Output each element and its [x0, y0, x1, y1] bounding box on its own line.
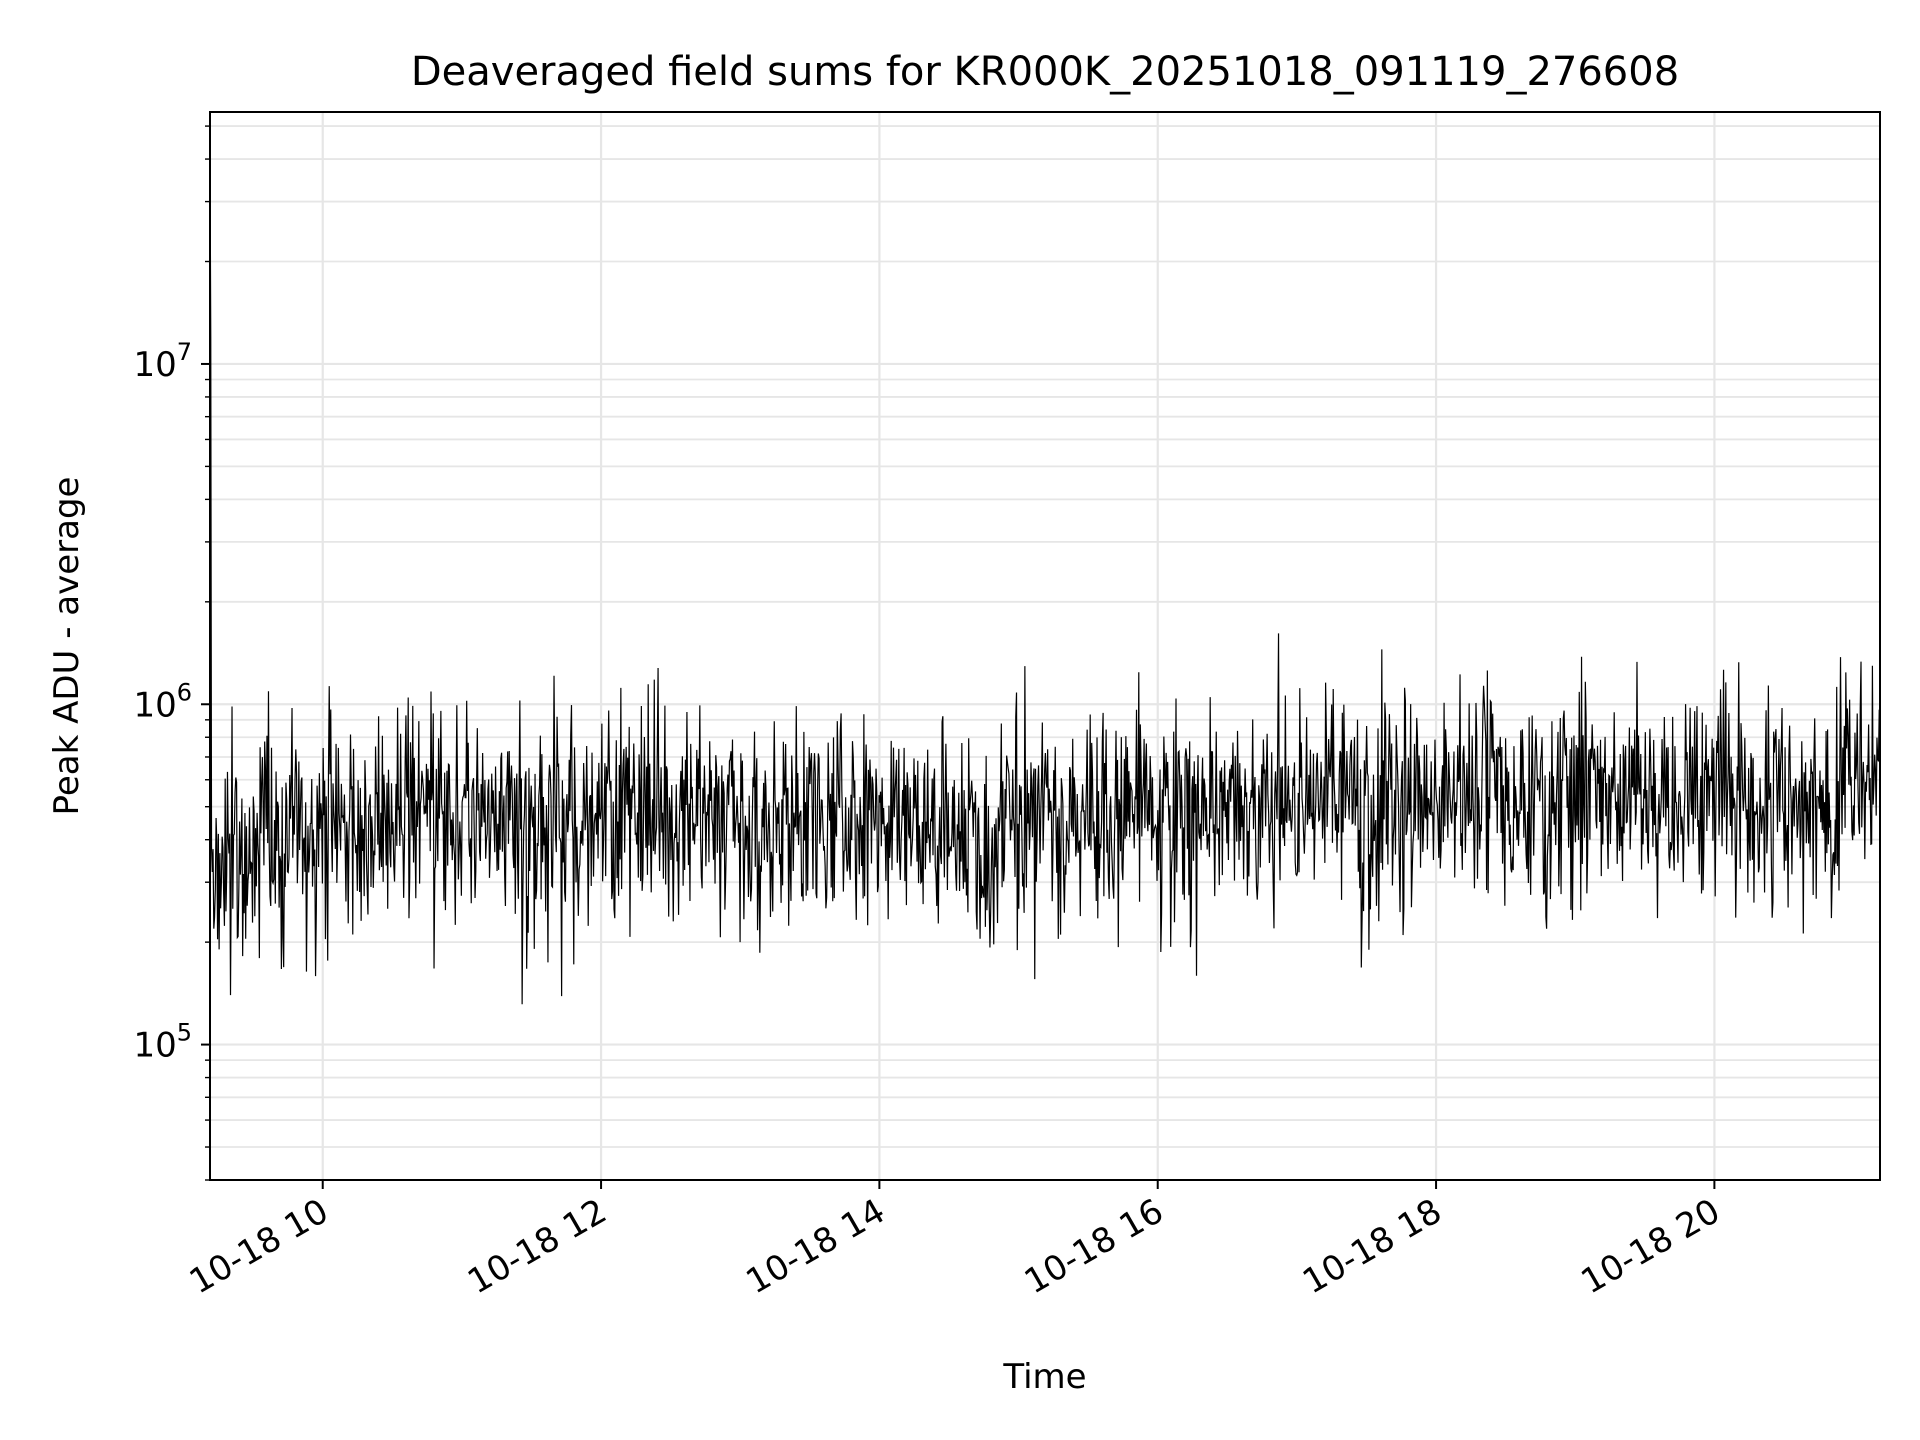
plot-area-frame: [209, 111, 1881, 1181]
y-tick-label-exponent: 6: [177, 678, 192, 706]
x-axis-label: Time: [1002, 1357, 1086, 1397]
y-tick-label-exponent: 7: [177, 338, 192, 366]
y-tick-label: 105: [133, 1019, 192, 1066]
y-axis-label: Peak ADU - average: [47, 477, 87, 816]
y-tick-label-exponent: 5: [177, 1019, 192, 1047]
y-tick-label-base: 10: [133, 685, 176, 725]
data-layer: [209, 159, 1881, 1005]
y-tick-label: 106: [133, 678, 192, 725]
y-tick-label: 107: [133, 338, 192, 385]
y-tick-label-base: 10: [133, 1026, 176, 1066]
series-line: [209, 159, 1881, 1005]
chart-title: Deaveraged field sums for KR000K_2025101…: [411, 49, 1679, 95]
y-tick-label-base: 10: [133, 345, 176, 385]
